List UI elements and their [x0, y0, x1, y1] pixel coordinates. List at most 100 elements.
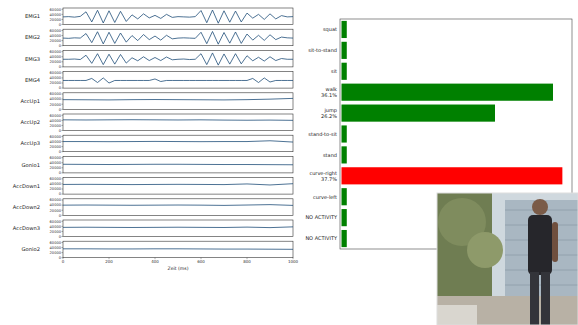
y-tick-label: 40000 [50, 13, 62, 17]
signal-plot: 0200004000060000AccDown3 [13, 220, 293, 239]
signal-plot: 0200004000060000EMG4 [25, 71, 293, 90]
y-tick-label: 0 [59, 214, 62, 218]
y-tick-label: 20000 [50, 103, 62, 107]
y-tick-label: 20000 [50, 187, 62, 191]
plot-frame [63, 114, 293, 131]
y-tick [62, 66, 64, 67]
data-group [63, 53, 293, 65]
data-group [63, 248, 293, 250]
y-tick-label: 0 [59, 23, 62, 27]
category-label: curve-left [313, 194, 337, 200]
video-inset [437, 193, 578, 325]
signal-line [63, 10, 293, 23]
y-axis-label: AccUp1 [20, 98, 40, 105]
y-tick [62, 189, 64, 190]
y-tick [62, 247, 64, 248]
plot-frame [63, 93, 293, 110]
signal-line [63, 184, 293, 185]
y-tick-label: 40000 [50, 182, 62, 186]
person-leg [541, 272, 550, 325]
y-tick-label: 0 [59, 86, 62, 90]
y-tick-label: 40000 [50, 76, 62, 80]
y-tick-label: 60000 [50, 177, 62, 181]
y-tick [62, 178, 64, 179]
y-tick [62, 205, 64, 206]
bar [342, 21, 347, 38]
y-tick-label: 0 [59, 44, 62, 48]
y-tick [62, 157, 64, 158]
y-tick [62, 226, 64, 227]
y-tick [62, 77, 64, 78]
data-group [63, 164, 293, 166]
bar [342, 84, 553, 101]
y-tick-label: 40000 [50, 161, 62, 165]
person-leg [530, 272, 539, 325]
signal-plot: 0200004000060000EMG2 [25, 29, 293, 48]
y-tick [62, 141, 64, 142]
y-tick-label: 0 [59, 129, 62, 133]
signal-line [63, 31, 293, 44]
signal-plot: 0200004000060000EMG1 [25, 8, 293, 27]
bar [342, 42, 347, 59]
y-tick [62, 162, 64, 163]
signal-plot: 020000400006000002004006008001000Gonio2Z… [22, 241, 299, 271]
y-tick-label: 20000 [50, 230, 62, 234]
y-axis-label: AccUp3 [20, 140, 40, 147]
y-tick [62, 257, 64, 258]
signal-plot: 0200004000060000AccUp1 [20, 92, 293, 111]
y-tick-label: 60000 [50, 220, 62, 224]
y-tick-label: 60000 [50, 50, 62, 54]
screen: 0200004000060000EMG10200004000060000EMG2… [0, 0, 578, 325]
y-tick-label: 60000 [50, 114, 62, 118]
x-tick-label: 400 [151, 259, 159, 264]
signal-line [63, 78, 293, 83]
plot-frame [63, 8, 293, 25]
x-tick-label: 200 [105, 259, 113, 264]
y-tick-label: 0 [59, 150, 62, 154]
y-tick [62, 109, 64, 110]
wall [437, 305, 477, 325]
y-tick-label: 40000 [50, 225, 62, 229]
bar [342, 125, 347, 142]
plot-frame [63, 29, 293, 46]
y-tick [62, 56, 64, 57]
y-tick [62, 88, 64, 89]
bar [342, 146, 347, 163]
y-tick-label: 40000 [50, 140, 62, 144]
y-axis-label: Gonio2 [22, 246, 40, 252]
signal-line [63, 204, 293, 206]
signal-line [63, 98, 293, 100]
data-group [63, 119, 293, 121]
y-tick-label: 60000 [50, 92, 62, 96]
ground [437, 296, 578, 325]
y-tick [62, 72, 64, 73]
y-tick [62, 115, 64, 116]
y-tick [62, 35, 64, 36]
plot-frame [63, 135, 293, 152]
signal-plot: 0200004000060000AccDown2 [13, 198, 293, 217]
y-axis-label: EMG4 [25, 77, 41, 83]
y-tick [62, 146, 64, 147]
signal-plot: 0200004000060000AccUp3 [20, 135, 293, 154]
category-label: NO ACTIVITY [305, 214, 338, 220]
x-axis-label: Zeit (ms) [168, 266, 189, 271]
y-tick [62, 210, 64, 211]
y-tick [62, 45, 64, 46]
y-tick-label: 20000 [50, 209, 62, 213]
x-tick-label: 600 [197, 259, 205, 264]
y-tick [62, 14, 64, 15]
plot-frame [63, 72, 293, 89]
y-tick-label: 20000 [50, 81, 62, 85]
y-tick-label: 20000 [50, 124, 62, 128]
y-tick [62, 51, 64, 52]
y-tick [62, 252, 64, 253]
y-tick [62, 215, 64, 216]
category-label: stand [323, 152, 337, 158]
signal-line [63, 248, 293, 250]
y-axis-label: AccDown1 [13, 183, 40, 189]
tree-crown [467, 232, 503, 268]
y-tick [62, 183, 64, 184]
bar [342, 63, 347, 80]
y-tick-label: 60000 [50, 241, 62, 245]
y-tick [62, 9, 64, 10]
